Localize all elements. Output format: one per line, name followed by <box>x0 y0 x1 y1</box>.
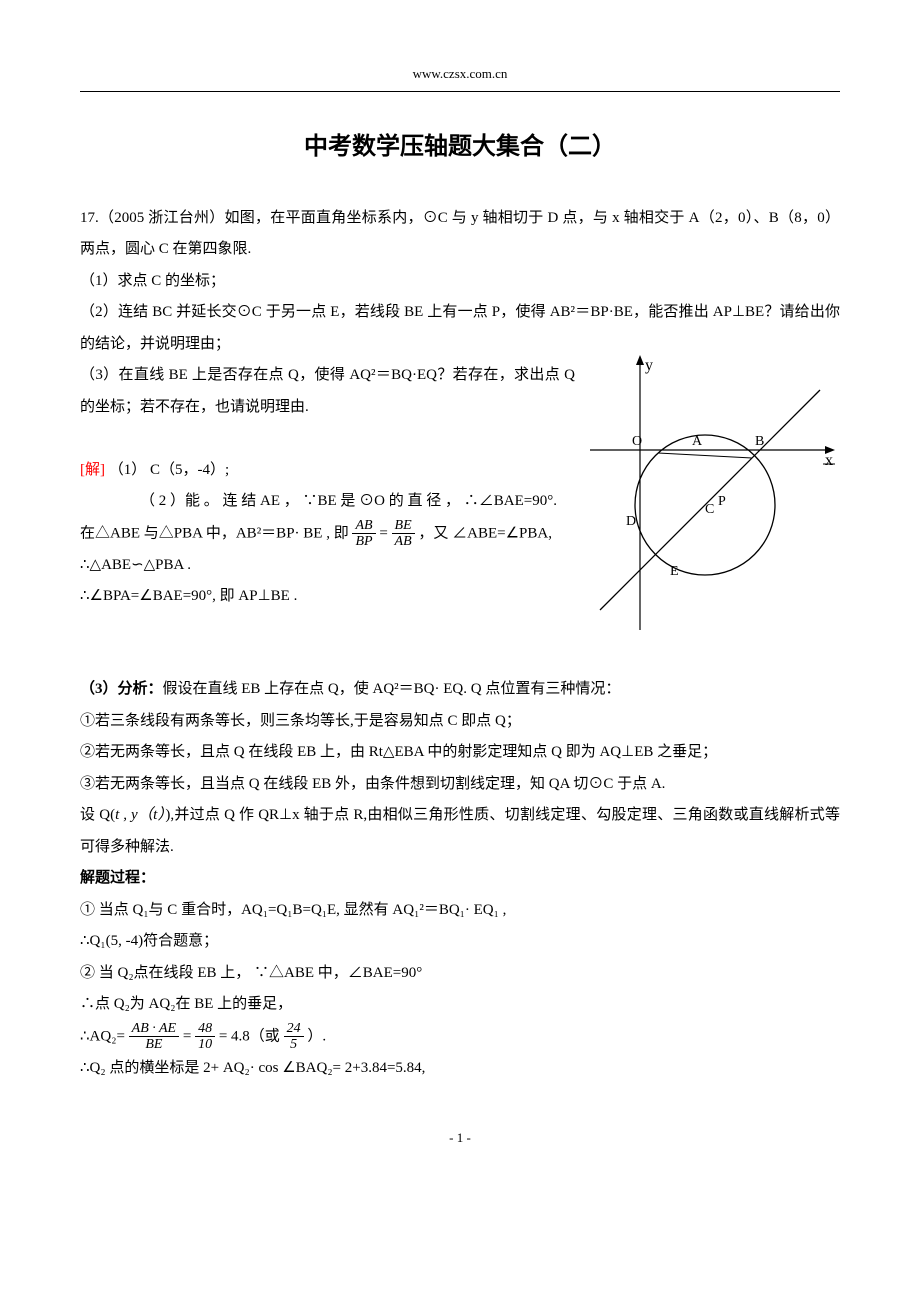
svg-text:x: x <box>825 452 833 469</box>
svg-text:A: A <box>692 434 703 449</box>
svg-text:B: B <box>755 434 764 449</box>
svg-text:O: O <box>632 434 642 449</box>
header-url: www.czsx.com.cn <box>80 60 840 92</box>
geometry-diagram: O A B y x D C P E <box>590 350 840 643</box>
solution-2b-prefix: 在△ABE 与△PBA 中，AB²＝BP· BE , 即 <box>80 525 349 541</box>
svg-text:D: D <box>626 514 636 529</box>
analysis-case-3: ③若无两条等长，且当点 Q 在线段 EB 外，由条件想到切割线定理，知 QA 切… <box>80 769 840 801</box>
fraction-48-10: 48 10 <box>195 1021 215 1053</box>
svg-text:P: P <box>718 494 726 509</box>
process-label: 解题过程： <box>80 863 840 895</box>
fraction-be-ab: BE AB <box>392 518 415 550</box>
svg-text:C: C <box>705 502 714 517</box>
analysis-case-1: ①若三条线段有两条等长，则三条均等长,于是容易知点 C 即点 Q； <box>80 706 840 738</box>
process-2c-suffix: ）. <box>307 1028 326 1044</box>
svg-text:E: E <box>670 564 679 579</box>
process-2b: ∴点 Q₂为 AQ₂在 BE 上的垂足， <box>80 989 840 1021</box>
process-1b: ∴Q₁(5, -4)符合题意； <box>80 926 840 958</box>
analysis-case-4-suffix: ),并过点 Q 作 QR⊥x 轴于点 R,由相似三角形性质、切割线定理、勾股定理… <box>80 807 840 855</box>
fraction-ab-bp: AB BP <box>352 518 375 550</box>
process-1: ① 当点 Q₁与 C 重合时，AQ₁=Q₁B=Q₁E, 显然有 AQ₁²＝BQ₁… <box>80 895 840 927</box>
fraction-24-5: 24 5 <box>284 1021 304 1053</box>
problem-source: （2005 浙江台州） <box>99 210 225 226</box>
svg-text:y: y <box>645 357 653 374</box>
question-1: （1）求点 C 的坐标； <box>80 266 840 298</box>
fraction-abae-be: AB · AE BE <box>129 1021 179 1053</box>
solution-2b-suffix: ，又 ∠ABE=∠PBA, <box>418 525 552 541</box>
solution-1: （1） C（5，-4）; <box>109 462 229 478</box>
content-body: 17.（2005 浙江台州）如图，在平面直角坐标系内，⊙C 与 y 轴相切于 D… <box>80 203 840 1084</box>
process-2c-mid: = 4.8（或 <box>219 1028 280 1044</box>
analysis-case-2: ②若无两条等长，且点 Q 在线段 EB 上，由 Rt△EBA 中的射影定理知点 … <box>80 737 840 769</box>
process-2d: ∴Q₂ 点的横坐标是 2+ AQ₂· cos ∠BAQ₂= 2+3.84=5.8… <box>80 1053 840 1085</box>
solution-label: [解] <box>80 462 105 478</box>
analysis-label: （3）分析： <box>80 681 163 697</box>
process-2: ② 当 Q₂点在线段 EB 上， ∵△ABE 中，∠BAE=90° <box>80 958 840 990</box>
page-title: 中考数学压轴题大集合（二） <box>80 122 840 172</box>
process-2c-prefix: ∴AQ₂= <box>80 1028 125 1044</box>
page-number: - 1 - <box>80 1124 840 1151</box>
analysis-intro: 假设在直线 EB 上存在点 Q，使 AQ²＝BQ· EQ. Q 点位置有三种情况… <box>163 681 621 697</box>
analysis-case-4-prefix: 设 Q( <box>80 807 115 823</box>
problem-number: 17. <box>80 210 99 226</box>
analysis-var: t , y（t） <box>115 807 165 823</box>
